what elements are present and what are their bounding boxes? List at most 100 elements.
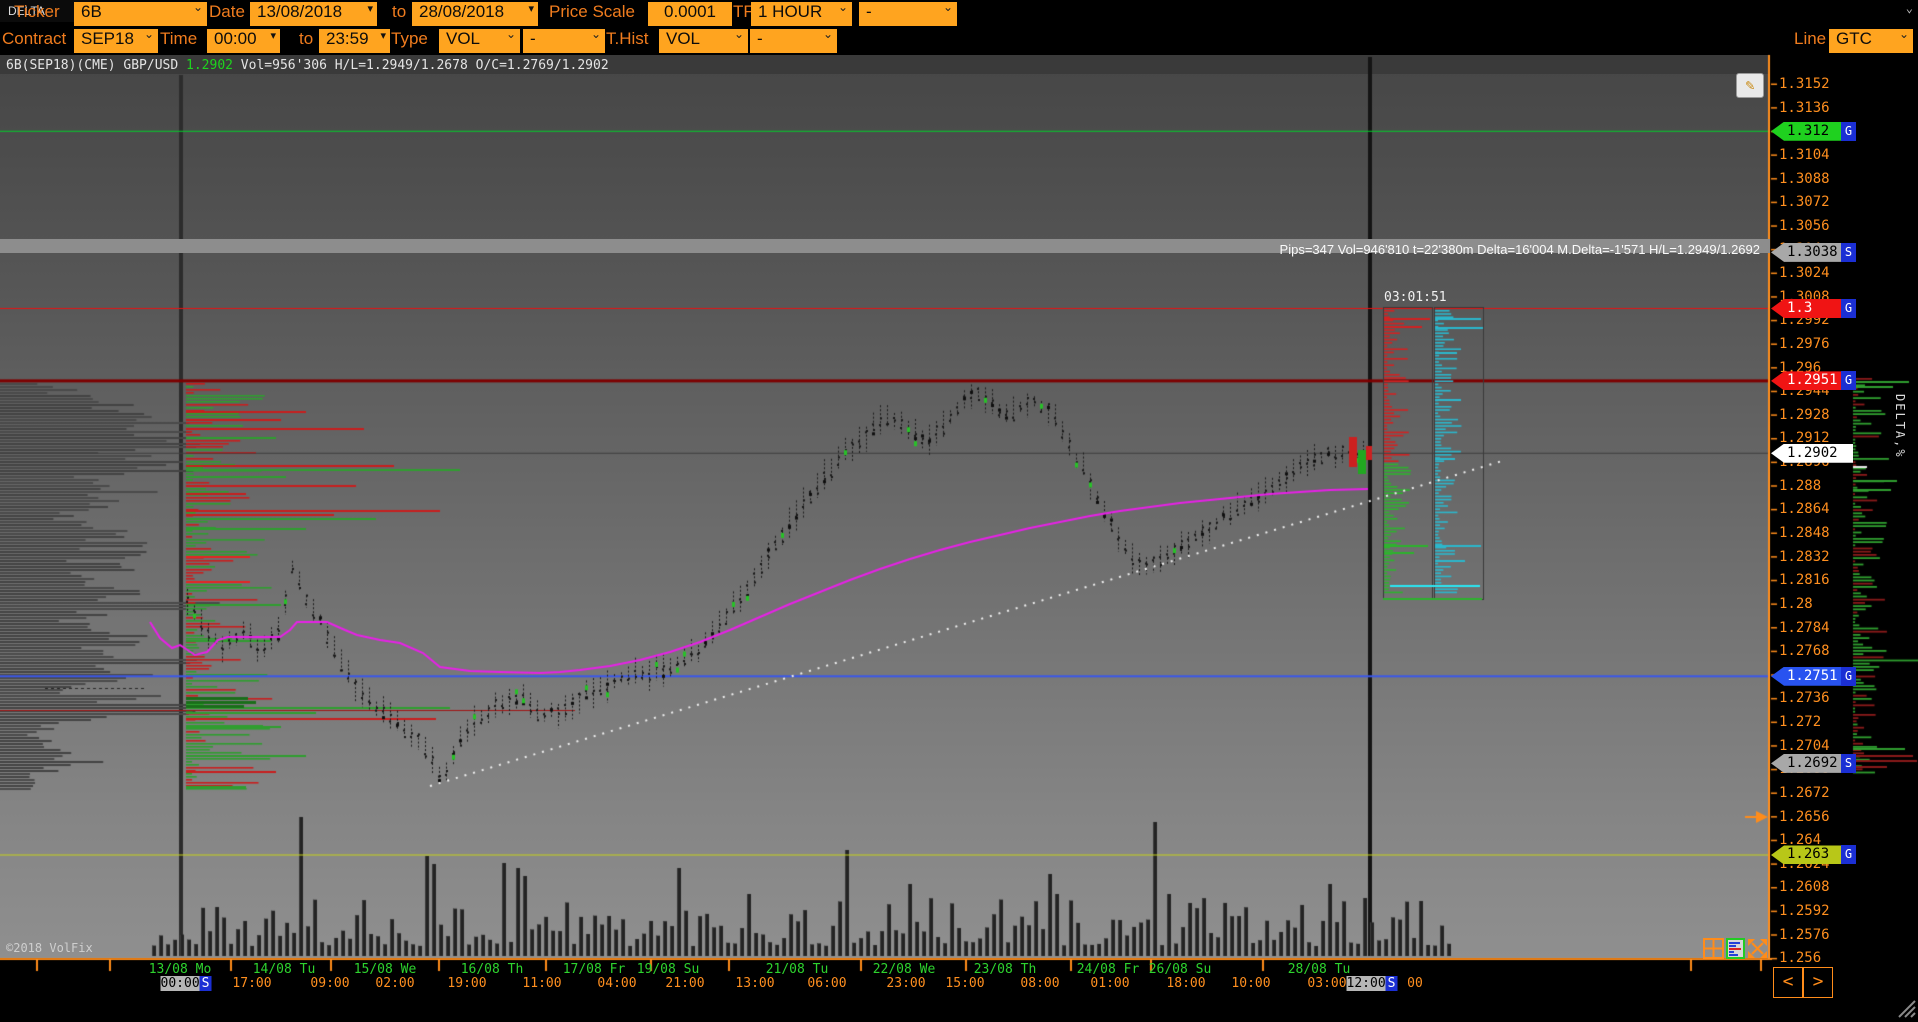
contract-value: SEP18 <box>81 29 134 48</box>
chevron-down-icon: ⌄ <box>733 27 744 41</box>
chart-type-extra-select[interactable]: - ⌄ <box>523 27 605 53</box>
price-scale-value: 0.0001 <box>664 2 716 21</box>
volume-profile-icon <box>1726 938 1745 959</box>
toolbar-label-date: Date <box>209 2 245 21</box>
price-tick-label: 1.3088 <box>1779 170 1830 187</box>
session-marker: S <box>1385 976 1398 991</box>
badge-order-type: S <box>1841 242 1856 262</box>
timeframe-extra-select[interactable]: - ⌄ <box>859 0 957 26</box>
toolbar-label-price-scale: Price Scale <box>549 2 635 21</box>
time-tick-label: 00:00 S <box>160 976 212 991</box>
price-tick-label: 1.2704 <box>1779 737 1830 754</box>
chevron-down-icon: ⌄ <box>942 0 953 14</box>
price-tick-label: 1.2768 <box>1779 643 1830 660</box>
timeframe-select[interactable]: 1 HOUR ⌄ <box>751 0 852 26</box>
window-resize-grip[interactable] <box>1895 999 1917 1022</box>
time-tick-label: 15:00 <box>945 976 985 991</box>
price-tick-label: 1.2576 <box>1779 926 1830 943</box>
time-tick-label: 02:00 <box>375 976 415 991</box>
chevron-down-icon: ⌄ <box>590 27 601 41</box>
toolbar-label-type: Type <box>391 29 428 48</box>
price-scale-field[interactable]: 0.0001 <box>648 2 732 26</box>
chevron-down-icon: ⌄ <box>143 27 154 41</box>
thist-select[interactable]: VOL ⌄ <box>659 27 748 53</box>
draw-tool-button[interactable]: ✎ <box>1736 73 1764 98</box>
current-price-badge: 1.2902 <box>1771 443 1853 463</box>
scroll-left-button[interactable]: < <box>1773 967 1803 998</box>
order-price-badge[interactable]: 1.2951 G <box>1771 371 1856 391</box>
time-from-value: 00:00 <box>214 29 257 48</box>
time-tick-label: 06:00 <box>807 976 847 991</box>
toolbar-label-contract: Contract <box>2 29 67 48</box>
line-type-value: GTC <box>1836 29 1872 48</box>
time-tick-label: 04:00 <box>597 976 637 991</box>
time-tick-label: 08:00 <box>1020 976 1060 991</box>
time-tick-label: 09:00 <box>310 976 350 991</box>
chevron-down-icon: ⌄ <box>505 27 516 41</box>
order-price-badge[interactable]: 1.3 G <box>1771 299 1856 318</box>
price-tick-label: 1.272 <box>1779 714 1822 731</box>
date-tick-label: 26/08 Su <box>1148 962 1212 977</box>
contract-select[interactable]: SEP18 ⌄ <box>74 27 158 53</box>
price-tick-label: 1.2832 <box>1779 548 1830 565</box>
expand-arrows-icon <box>1748 939 1767 958</box>
price-tick-label: 1.2592 <box>1779 903 1830 920</box>
time-tick-label: 03:00 <box>1307 976 1347 991</box>
profile-view-button[interactable] <box>1726 938 1745 963</box>
badge-order-type: S <box>1841 753 1856 773</box>
price-tick-label: 1.264 <box>1779 832 1822 849</box>
thist-extra-value: - <box>757 29 763 48</box>
date-tick-label: 22/08 We <box>872 962 936 977</box>
line-type-select[interactable]: GTC ⌄ <box>1829 27 1913 53</box>
order-price-badge[interactable]: 1.3038 S <box>1771 242 1856 262</box>
badge-price-value: 1.2751 <box>1771 666 1841 686</box>
chevron-down-icon: ⌄ <box>192 0 203 14</box>
date-from-select[interactable]: 13/08/2018 ▾ <box>250 2 377 26</box>
badge-order-type: G <box>1841 666 1856 686</box>
scroll-right-button[interactable]: > <box>1803 967 1833 998</box>
time-from-select[interactable]: 00:00 ▾ <box>207 29 280 53</box>
badge-price-value: 1.2902 <box>1771 443 1853 463</box>
time-tick-label: 21:00 <box>665 976 705 991</box>
bar-countdown-timer: 03:01:51 <box>1384 290 1447 305</box>
ticker-select[interactable]: 6B ⌄ <box>74 0 207 26</box>
date-to-select[interactable]: 28/08/2018 ▾ <box>412 2 538 26</box>
order-price-badge[interactable]: 1.2692 S <box>1771 753 1856 773</box>
toolbar-label-tf: TF <box>733 2 754 21</box>
time-tick-label: 18:00 <box>1166 976 1206 991</box>
price-tick-label: 1.28 <box>1779 595 1813 612</box>
price-tick-label: 1.3152 <box>1779 76 1830 92</box>
order-price-badge[interactable]: 1.312 G <box>1771 121 1856 141</box>
grid-layout-button[interactable] <box>1703 938 1724 963</box>
toolbar-label-to: to <box>392 2 407 21</box>
timeframe-value: 1 HOUR <box>758 2 823 21</box>
badge-order-type: G <box>1841 121 1856 141</box>
badge-price-value: 1.3 <box>1771 299 1841 318</box>
price-tick-label: 1.2848 <box>1779 525 1830 541</box>
badge-price-value: 1.2692 <box>1771 753 1841 773</box>
thist-extra-select[interactable]: - ⌄ <box>750 27 837 53</box>
chart-info-header: 6B(SEP18)(CME) GBP/USD 1.2902 Vol=956'30… <box>6 58 609 73</box>
order-price-badge[interactable]: 1.263 G <box>1771 845 1856 865</box>
badge-price-value: 1.2951 <box>1771 371 1841 391</box>
last-price-label: 1.2902 <box>186 58 233 73</box>
time-tick-label: 01:00 <box>1090 976 1130 991</box>
toolbar-label-t-hist: T.Hist <box>606 29 649 48</box>
fullscreen-button[interactable] <box>1747 938 1768 963</box>
session-marker: S <box>199 976 212 991</box>
date-tick-label: 28/08 Tu <box>1287 962 1351 977</box>
price-tick-label: 1.2784 <box>1779 619 1830 636</box>
badge-order-type: G <box>1841 371 1856 391</box>
price-tick-label: 1.2736 <box>1779 690 1830 707</box>
chart-type-extra-value: - <box>530 29 536 48</box>
time-to-select[interactable]: 23:59 ▾ <box>319 29 390 53</box>
range-stats-label: Pips=347 Vol=946'810 t=22'380m Delta=16'… <box>1279 242 1760 257</box>
grid-icon <box>1703 938 1724 959</box>
time-to-value: 23:59 <box>326 29 369 48</box>
toolbar-label-ticker: Ticker <box>14 2 60 21</box>
order-price-badge[interactable]: 1.2751 G <box>1771 666 1856 686</box>
chart-type-select[interactable]: VOL ⌄ <box>439 27 520 53</box>
price-tick-label: 1.2816 <box>1779 572 1830 589</box>
